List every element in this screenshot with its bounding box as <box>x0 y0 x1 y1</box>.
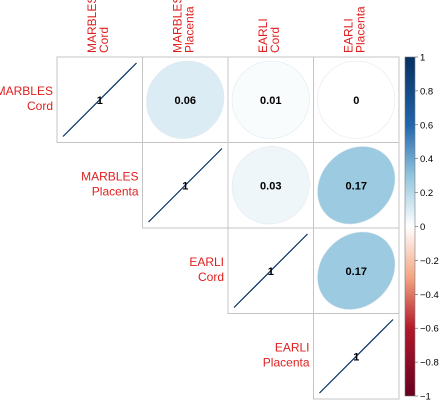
cell-r3-c3: 1 <box>313 313 400 400</box>
color-legend: 1 0.8 0.6 0.4 0.2 0 −0.2 −0.4 −0.6 −0.8 −1 <box>404 53 439 403</box>
correlation-ellipse-mark <box>146 60 225 139</box>
correlation-ellipse-mark <box>317 60 396 139</box>
correlation-ellipse-mark <box>317 146 396 225</box>
colorbar-tick-label: −0.8 <box>420 358 439 369</box>
colorbar-tick-label: 0.4 <box>420 154 433 165</box>
column-label-0: MARBLESCord <box>85 0 111 53</box>
column-label-3: EARLIPlacenta <box>341 6 367 53</box>
column-labels: MARBLESCord MARBLESPlacenta EARLICord EARLI… <box>85 0 368 53</box>
cell-r1-c3: 0.17 <box>313 142 400 229</box>
colorbar-tick-label: 0.6 <box>420 120 433 131</box>
correlation-ellipse-mark <box>317 231 396 310</box>
correlation-value-label: 0.06 <box>175 95 196 107</box>
row-label-0: MARBLES Cord <box>0 84 53 113</box>
diagonal-line-mark <box>319 319 394 394</box>
correlation-value-label: 1 <box>353 351 359 363</box>
row-label-1: MARBLES Placenta <box>81 169 139 198</box>
colorbar-gradient <box>404 56 416 397</box>
cell-r2-c3: 0.17 <box>313 227 400 314</box>
colorbar-tick-label: −1 <box>420 392 431 403</box>
cell-r1-c1: 1 <box>142 142 229 229</box>
colorbar-tick-label: 0.8 <box>420 86 433 97</box>
correlation-value-label: 0.17 <box>346 266 367 278</box>
colorbar-tick-label: −0.2 <box>420 256 439 267</box>
colorbar-tick-label: 0 <box>420 222 425 233</box>
colorbar-tick-label: −0.4 <box>420 290 439 301</box>
diagonal-line-mark <box>148 148 223 223</box>
correlation-value-label: 0.01 <box>260 95 281 107</box>
correlation-value-label: 0.03 <box>260 180 281 192</box>
cell-r0-c3: 0 <box>313 56 400 143</box>
correlation-ellipse-mark <box>231 146 310 225</box>
row-labels: MARBLES Cord MARBLES Placenta EARLI Cord EARLI… <box>0 84 310 370</box>
cell-r0-c1: 0.06 <box>142 56 229 143</box>
cell-r2-c2: 1 <box>227 227 314 314</box>
cell-r1-c2: 0.03 <box>227 142 314 229</box>
column-label-1: MARBLESPlacenta <box>170 0 196 53</box>
column-label-2: EARLICord <box>256 18 282 53</box>
correlation-ellipse-mark <box>231 60 310 139</box>
correlation-value-label: 0.17 <box>346 180 367 192</box>
correlation-value-label: 1 <box>97 95 103 107</box>
diagonal-line-mark <box>233 233 308 308</box>
colorbar-tick-label: 1 <box>420 53 425 64</box>
cell-r0-c0: 1 <box>56 56 143 143</box>
correlation-cells: 1 0.06 0.01 0 1 0.03 0.17 1 0.17 1 <box>56 56 400 400</box>
colorbar-tick-label: −0.6 <box>420 324 439 335</box>
cell-r0-c2: 0.01 <box>227 56 314 143</box>
correlation-value-label: 0 <box>353 95 359 107</box>
diagonal-line-mark <box>62 62 137 137</box>
row-label-3: EARLI Placenta <box>263 340 310 369</box>
row-label-2: EARLI Cord <box>189 255 224 284</box>
colorbar-tick-label: 0.2 <box>420 188 433 199</box>
correlation-value-label: 1 <box>268 266 274 278</box>
correlation-value-label: 1 <box>182 180 188 192</box>
